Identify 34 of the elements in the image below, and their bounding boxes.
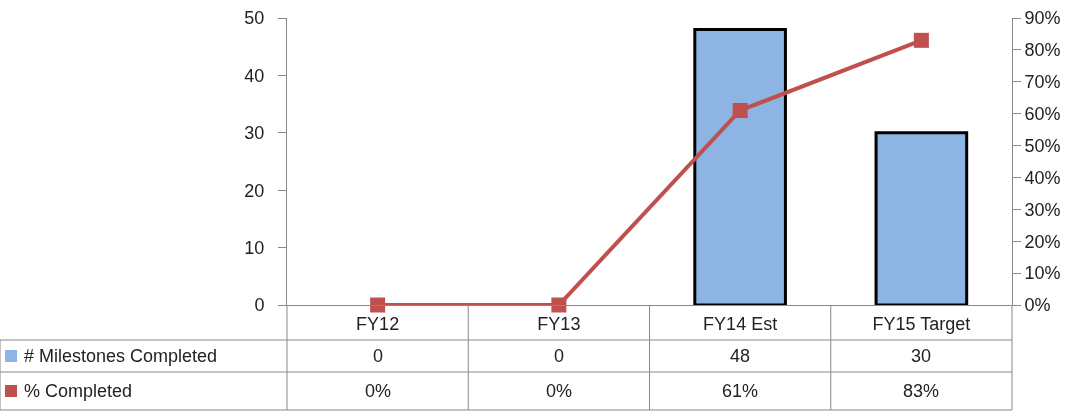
data-label: 0 (554, 346, 565, 366)
y-tick-label: 20 (244, 180, 265, 201)
point (370, 297, 386, 313)
data-label: 48 (730, 346, 751, 366)
y-tick-label: 30 (244, 123, 265, 144)
y2-tick-label: 30% (1024, 199, 1061, 220)
y2-tick-label: 40% (1024, 167, 1061, 188)
data-label: 0 (373, 346, 384, 366)
y2-tick-label: 80% (1024, 40, 1061, 61)
y-tick-label: 10 (244, 237, 265, 258)
data-label: 83% (903, 381, 940, 401)
y2-tick-label: 90% (1024, 8, 1061, 29)
y2-tick-label: 0% (1024, 295, 1051, 316)
y-tick-label: 40 (244, 65, 265, 86)
x-tick-label: FY13 (537, 313, 581, 334)
y2-tick-label: 70% (1024, 72, 1061, 93)
data-label: 61% (722, 381, 759, 401)
point (913, 32, 929, 48)
y2-tick-label: 10% (1024, 263, 1061, 284)
y-tick-label: 50 (244, 8, 265, 29)
y2-tick-label: 20% (1024, 231, 1061, 252)
y-tick-label: 0 (254, 295, 265, 316)
x-tick-label: FY12 (356, 313, 400, 334)
data-label: 0% (365, 381, 392, 401)
x-tick-label: FY15 Target (872, 313, 971, 334)
legend-label: % Completed (24, 381, 133, 401)
point (551, 297, 567, 313)
data-label: 0% (546, 381, 573, 401)
data-label: 30 (911, 346, 932, 366)
y2-tick-label: 50% (1024, 135, 1061, 156)
x-tick-label: FY14 Est (703, 313, 778, 334)
legend-label: # Milestones Completed (24, 346, 218, 366)
y2-tick-label: 60% (1024, 103, 1061, 124)
point (732, 102, 748, 118)
